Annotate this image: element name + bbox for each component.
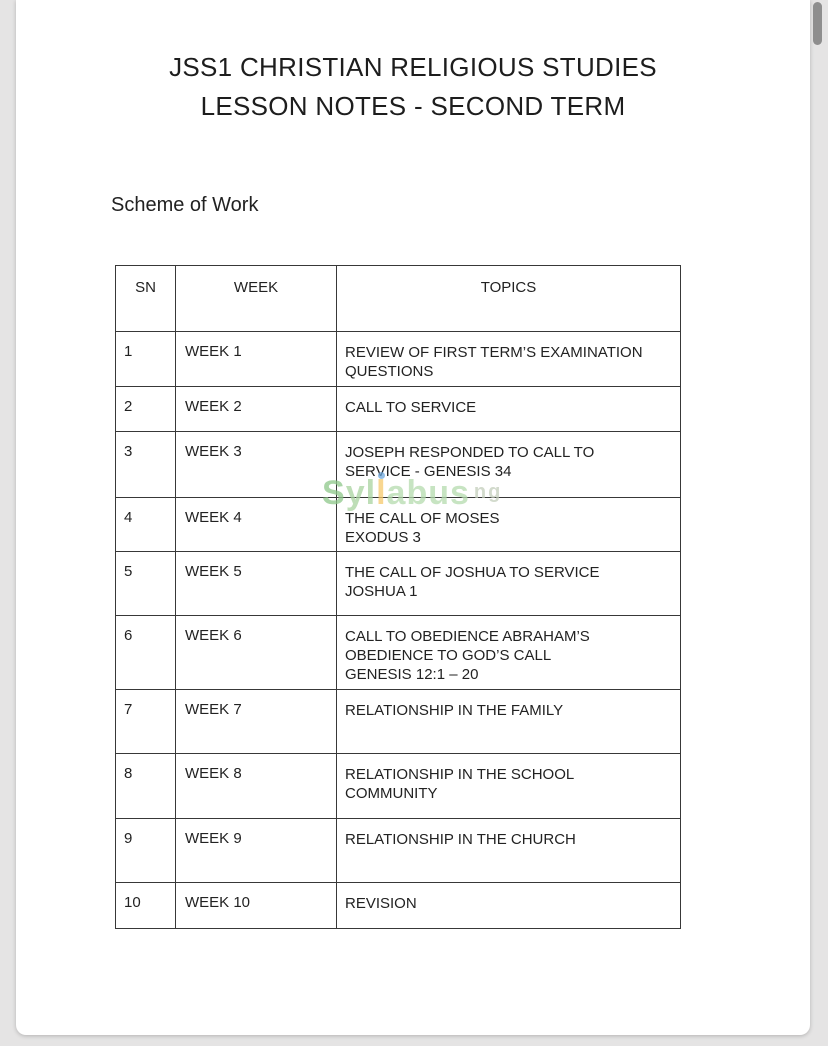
sn-cell: 7: [115, 689, 176, 754]
week-cell: WEEK 5: [175, 551, 337, 616]
week-cell: WEEK 3: [175, 431, 337, 498]
section-heading: Scheme of Work: [111, 194, 259, 216]
sn-cell: 5: [115, 551, 176, 616]
topic-cell: CALL TO SERVICE: [336, 386, 681, 432]
topic-cell: RELATIONSHIP IN THE SCHOOL COMMUNITY: [336, 753, 681, 819]
table-row: 10 WEEK 10 REVISION: [115, 882, 681, 929]
week-cell: WEEK 9: [175, 818, 337, 883]
table-row: 3 WEEK 3 JOSEPH RESPONDED TO CALL TO SER…: [115, 431, 681, 498]
table-row: 7 WEEK 7 RELATIONSHIP IN THE FAMILY: [115, 689, 681, 754]
week-cell: WEEK 4: [175, 497, 337, 552]
week-cell: WEEK 7: [175, 689, 337, 754]
table-row: 4 WEEK 4 THE CALL OF MOSES EXODUS 3: [115, 497, 681, 552]
sn-cell: 1: [115, 331, 176, 387]
topic-cell: REVISION: [336, 882, 681, 929]
table-row: 8 WEEK 8 RELATIONSHIP IN THE SCHOOL COMM…: [115, 753, 681, 819]
table-row: 5 WEEK 5 THE CALL OF JOSHUA TO SERVICE J…: [115, 551, 681, 616]
scrollbar-thumb[interactable]: [813, 2, 822, 45]
table-row: 2 WEEK 2 CALL TO SERVICE: [115, 386, 681, 432]
sn-cell: 4: [115, 497, 176, 552]
page-title: JSS1 CHRISTIAN RELIGIOUS STUDIES LESSON …: [16, 48, 810, 126]
topic-cell: JOSEPH RESPONDED TO CALL TO SERVICE - GE…: [336, 431, 681, 498]
sn-cell: 6: [115, 615, 176, 690]
document-page: JSS1 CHRISTIAN RELIGIOUS STUDIES LESSON …: [16, 0, 810, 1035]
topic-cell: REVIEW OF FIRST TERM’S EXAMINATION QUEST…: [336, 331, 681, 387]
table-row: 6 WEEK 6 CALL TO OBEDIENCE ABRAHAM’S OBE…: [115, 615, 681, 690]
week-cell: WEEK 6: [175, 615, 337, 690]
sn-cell: 8: [115, 753, 176, 819]
sn-cell: 10: [115, 882, 176, 929]
header-sn: SN: [115, 265, 176, 332]
table-header-row: SN WEEK TOPICS: [115, 265, 681, 332]
sn-cell: 2: [115, 386, 176, 432]
topic-cell: RELATIONSHIP IN THE FAMILY: [336, 689, 681, 754]
topic-cell: THE CALL OF MOSES EXODUS 3: [336, 497, 681, 552]
week-cell: WEEK 10: [175, 882, 337, 929]
topic-cell: THE CALL OF JOSHUA TO SERVICE JOSHUA 1: [336, 551, 681, 616]
scheme-of-work-table: SN WEEK TOPICS 1 WEEK 1 REVIEW OF FIRST …: [115, 265, 681, 929]
topic-cell: CALL TO OBEDIENCE ABRAHAM’S OBEDIENCE TO…: [336, 615, 681, 690]
header-topics: TOPICS: [336, 265, 681, 332]
table-row: 9 WEEK 9 RELATIONSHIP IN THE CHURCH: [115, 818, 681, 883]
topic-cell: RELATIONSHIP IN THE CHURCH: [336, 818, 681, 883]
sn-cell: 3: [115, 431, 176, 498]
week-cell: WEEK 1: [175, 331, 337, 387]
header-week: WEEK: [175, 265, 337, 332]
week-cell: WEEK 2: [175, 386, 337, 432]
table-row: 1 WEEK 1 REVIEW OF FIRST TERM’S EXAMINAT…: [115, 331, 681, 387]
sn-cell: 9: [115, 818, 176, 883]
page-title-line1: JSS1 CHRISTIAN RELIGIOUS STUDIES: [169, 52, 657, 82]
week-cell: WEEK 8: [175, 753, 337, 819]
page-title-line2: LESSON NOTES - SECOND TERM: [200, 91, 626, 121]
